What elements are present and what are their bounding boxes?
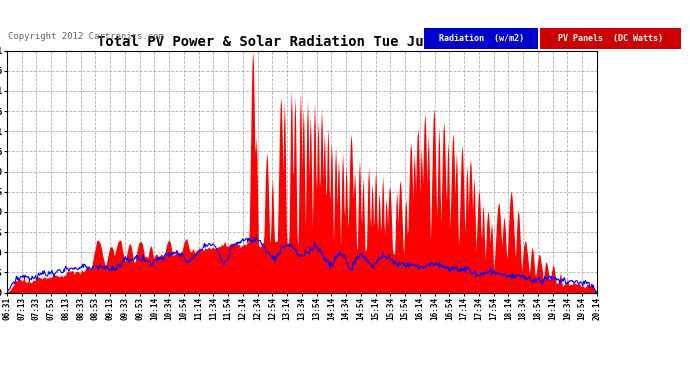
Title: Total PV Power & Solar Radiation Tue Jul 24 20:14: Total PV Power & Solar Radiation Tue Jul… (97, 36, 507, 50)
Text: Copyright 2012 Cartronics.com: Copyright 2012 Cartronics.com (8, 32, 164, 41)
Text: PV Panels  (DC Watts): PV Panels (DC Watts) (558, 34, 663, 43)
Text: Radiation  (w/m2): Radiation (w/m2) (439, 34, 524, 43)
